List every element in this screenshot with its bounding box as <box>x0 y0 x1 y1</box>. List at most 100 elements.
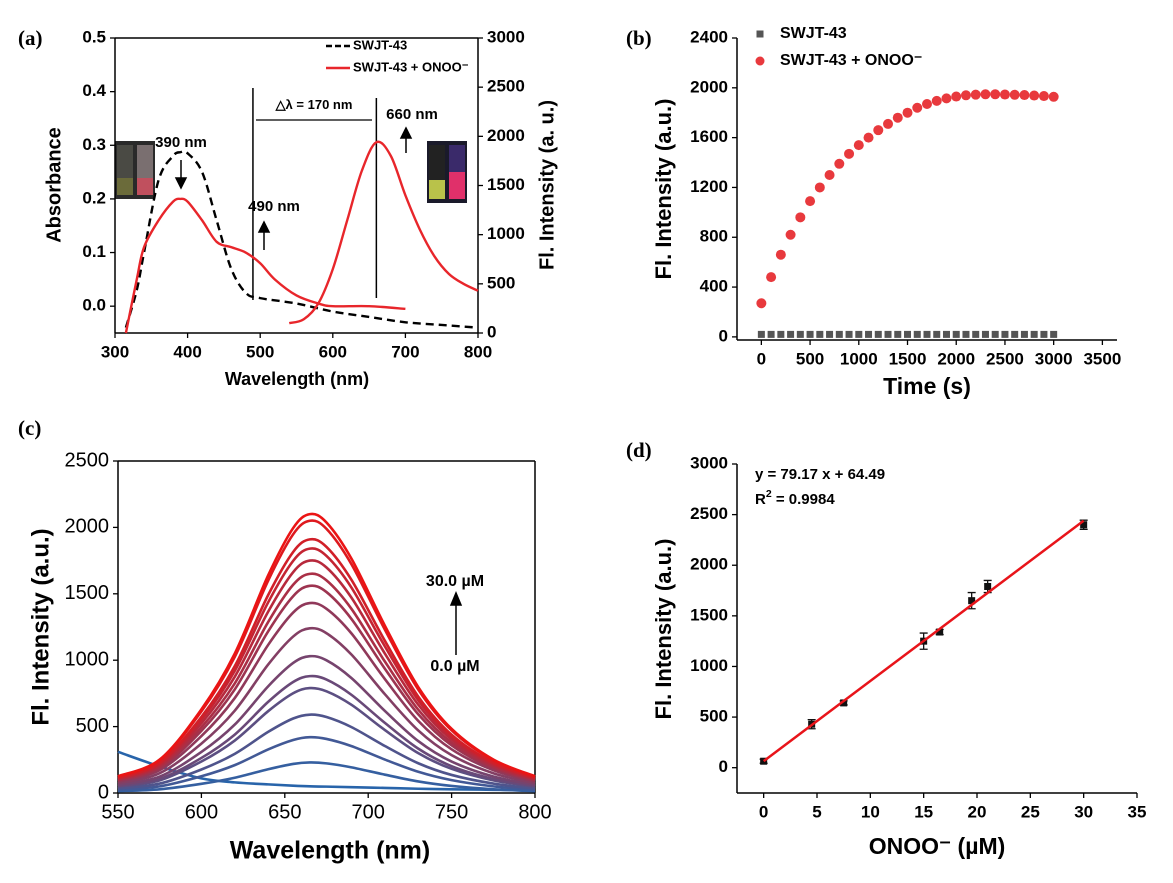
data-point <box>824 169 835 180</box>
data-point <box>941 93 952 104</box>
y2-tick-label: 2000 <box>487 126 525 145</box>
data-point <box>912 102 923 113</box>
data-point <box>796 330 804 338</box>
data-point <box>1038 91 1049 102</box>
y-tick-label: 3000 <box>690 453 728 472</box>
y-tick-label: 500 <box>700 707 728 726</box>
data-point <box>816 330 824 338</box>
data-line <box>117 572 536 782</box>
data-line <box>117 537 536 779</box>
panel-label: (c) <box>18 416 41 440</box>
data-point <box>840 699 848 707</box>
vial-photo-right <box>427 141 467 203</box>
data-line <box>117 547 536 780</box>
y2-tick-label: 1000 <box>487 224 525 243</box>
x-tick-label: 0 <box>757 349 766 368</box>
y-axis-title: Fl. Intensity (a.u.) <box>651 99 676 280</box>
data-line <box>117 761 536 793</box>
y-tick-label: 2000 <box>690 77 728 96</box>
panel-label: (a) <box>18 26 43 50</box>
x-tick-label: 300 <box>101 342 129 361</box>
annotation-text: y = 79.17 x + 64.49 <box>755 466 885 483</box>
data-point <box>1030 330 1038 338</box>
y-tick-label: 1500 <box>690 605 728 624</box>
y2-axis-title: Fl. Intensity (a. u.) <box>536 100 558 270</box>
data-point <box>766 272 777 283</box>
data-point <box>826 330 834 338</box>
x-tick-label: 500 <box>246 342 274 361</box>
data-point <box>968 597 976 605</box>
y-tick-label: 0.2 <box>82 188 106 207</box>
y2-tick-label: 3000 <box>487 27 525 46</box>
data-point <box>952 330 960 338</box>
legend-label: SWJT-43 <box>353 37 407 52</box>
y-tick-label: 2000 <box>690 555 728 574</box>
annotation: y = 79.17 x + 64.49 <box>755 466 885 483</box>
x-tick-label: 3500 <box>1083 349 1121 368</box>
annotation-text: 390 nm <box>155 134 207 151</box>
data-point <box>970 89 981 100</box>
x-tick-label: 650 <box>268 801 301 823</box>
y2-tick-label: 1500 <box>487 175 525 194</box>
x-tick-label: 2500 <box>986 349 1024 368</box>
x-tick-label: 800 <box>518 801 551 823</box>
data-point <box>844 148 855 159</box>
data-line <box>117 686 536 789</box>
x-tick-label: 700 <box>352 801 385 823</box>
x-tick-label: 600 <box>185 801 218 823</box>
x-tick-label: 30 <box>1074 802 1093 821</box>
data-point <box>981 330 989 338</box>
data-point <box>933 330 941 338</box>
data-point <box>923 330 931 338</box>
data-point <box>806 330 814 338</box>
y-tick-label: 2500 <box>65 449 110 471</box>
x-tick-label: 2000 <box>937 349 975 368</box>
data-point <box>1009 89 1020 100</box>
data-point <box>894 330 902 338</box>
data-point <box>1029 90 1040 101</box>
y-tick-label: 1600 <box>690 127 728 146</box>
x-tick-label: 400 <box>173 342 201 361</box>
data-point <box>1048 91 1059 102</box>
y-axis-title: Fl. Intensity (a.u.) <box>27 528 54 725</box>
x-tick-label: 550 <box>101 801 134 823</box>
data-point <box>853 140 864 151</box>
data-point <box>962 330 970 338</box>
data-line <box>117 735 536 791</box>
y-axis-title: Absorbance <box>43 127 65 243</box>
legend-label: SWJT-43 + ONOO⁻ <box>780 52 922 69</box>
annotation: R2 = 0.9984 <box>755 488 835 508</box>
y-tick-label: 2500 <box>690 504 728 523</box>
data-line <box>117 601 536 783</box>
annotation-sup: 2 <box>766 488 772 500</box>
data-point <box>760 757 768 765</box>
x-tick-label: 700 <box>391 342 419 361</box>
data-point <box>960 90 971 101</box>
data-point <box>999 89 1010 100</box>
annotation: 0.0 µM <box>430 658 479 675</box>
y-axis-title: Fl. Intensity (a.u.) <box>651 539 676 720</box>
data-point <box>1080 521 1088 529</box>
annotation: 30.0 µM <box>426 573 484 590</box>
x-tick-label: 800 <box>464 342 492 361</box>
annotation-text: 30.0 µM <box>426 573 484 590</box>
data-point <box>805 196 816 207</box>
data-point <box>991 330 999 338</box>
annotation-text: 490 nm <box>248 198 300 215</box>
data-line <box>124 197 406 334</box>
y-tick-label: 0 <box>719 757 728 776</box>
data-line <box>117 584 536 782</box>
plot-area <box>124 140 479 334</box>
data-point <box>931 95 942 106</box>
data-point <box>756 298 767 309</box>
y-tick-label: 0.3 <box>82 135 106 154</box>
x-tick-label: 5 <box>812 802 821 821</box>
panel-label: (d) <box>626 438 652 462</box>
data-point <box>873 125 884 136</box>
y-tick-label: 500 <box>76 715 109 737</box>
data-point <box>990 89 1001 100</box>
data-point <box>777 330 785 338</box>
plot-area <box>759 519 1088 765</box>
legend-label: SWJT-43 + ONOO⁻ <box>353 59 469 74</box>
